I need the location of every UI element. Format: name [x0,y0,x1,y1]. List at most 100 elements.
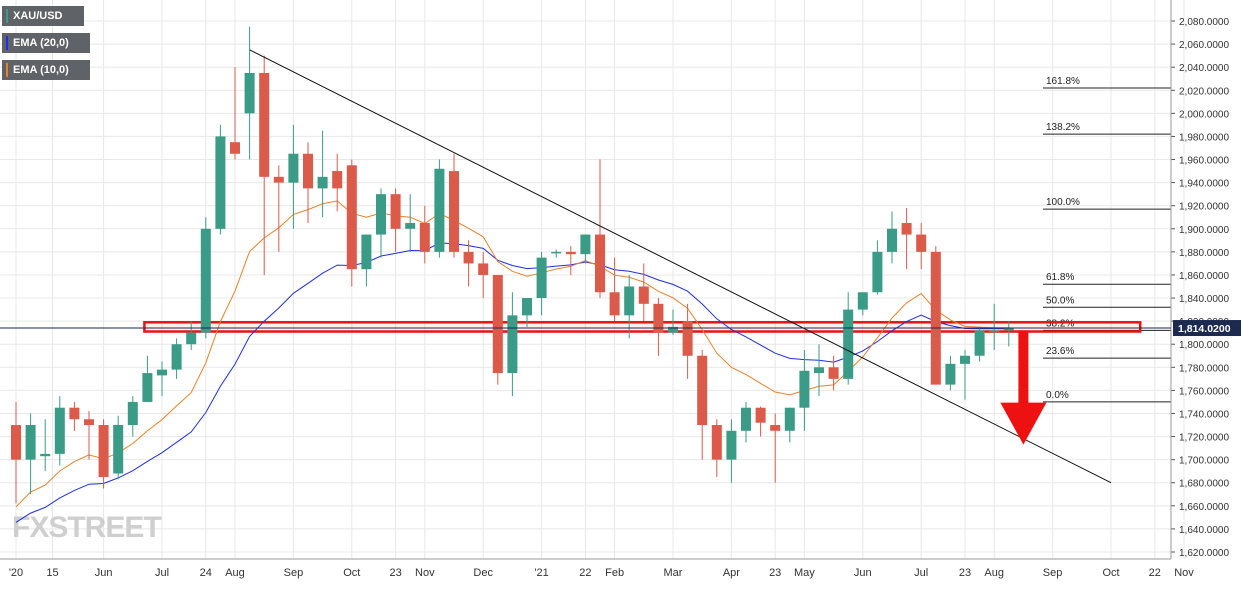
ema10-legend[interactable]: EMA (10,0) [2,60,90,80]
candle [25,413,36,495]
candle-body [828,367,839,379]
x-tick-label: 23 [389,567,401,579]
candle [303,142,313,224]
candle-body [974,330,985,356]
candle [54,396,65,466]
candle [668,309,678,335]
grid [0,0,1185,559]
candle-body [244,72,255,114]
candle-body [755,407,766,423]
fib-label: 61.8% [1046,272,1074,283]
candle [142,355,153,402]
candle-body [317,176,328,189]
y-tick-label: 2,040.0000 [1179,63,1229,74]
y-tick-label: 1,860.0000 [1179,271,1229,282]
candle-body [653,303,664,333]
candle-body [303,153,313,189]
candle [726,419,737,483]
candle [449,153,459,258]
y-tick-label: 1,760.0000 [1179,386,1229,397]
ema20-legend[interactable]: EMA (20,0) [2,33,90,53]
symbol-label: XAU/USD [13,10,63,22]
candle [463,240,474,287]
candle-body [25,425,36,460]
x-tick-label: 24 [200,567,212,579]
ema10-label: EMA (10,0) [13,64,69,76]
candle-body [230,142,240,154]
candle-body [930,251,941,385]
candle [551,249,562,258]
last-price-tag [1173,320,1241,337]
candle-body [945,363,956,385]
candle [741,401,751,443]
y-tick-label: 2,000.0000 [1179,109,1229,120]
candle-body [624,286,635,316]
candle-body [492,274,503,374]
candle [288,124,299,229]
candle-body [69,407,80,420]
y-tick-label: 1,900.0000 [1179,225,1229,236]
candle-body [989,330,1000,332]
x-tick-label: Jul [914,567,928,579]
x-tick-label: 23 [769,567,781,579]
candle-body [1003,328,1014,331]
candle-body [478,263,489,275]
y-tick-label: 1,940.0000 [1179,179,1229,190]
y-tick-label: 2,080.0000 [1179,17,1229,28]
y-tick-label: 1,980.0000 [1179,132,1229,143]
symbol-legend[interactable]: XAU/USD [2,6,84,26]
fib-label: 0.0% [1046,390,1069,401]
x-tick-label: Apr [723,567,740,579]
candle [682,303,693,379]
candle [332,153,343,212]
candle-body [171,344,182,370]
candle-body [638,286,649,304]
y-tick-label: 1,920.0000 [1179,202,1229,213]
candle-body [916,234,927,252]
x-tick-label: 22 [1149,567,1161,579]
candle-body [200,228,211,333]
y-tick-label: 2,020.0000 [1179,86,1229,97]
y-tick-label: 1,720.0000 [1179,433,1229,444]
candle [11,401,21,504]
x-tick-label: Aug [225,567,245,579]
x-tick-label: 23 [959,567,971,579]
last-price-label: 1,814.0200 [1178,323,1231,335]
candle [945,355,956,391]
y-tick-label: 1,740.0000 [1179,409,1229,420]
candle-body [872,251,883,293]
candle [259,55,270,275]
candle [536,251,547,316]
y-axis: 2,080.0000 2,060.0000 2,040.0000 2,020.0000… [1170,0,1229,559]
candle-body [346,165,357,270]
candle-body [54,407,65,454]
x-tick-label: Jun [854,567,872,579]
candle [857,292,868,316]
x-axis: '20 15 Jun Jul 24 Aug Sep Oct 23 Nov Dec '21 22 Feb Ma… [0,558,1194,579]
x-tick-label: 22 [579,567,591,579]
candle-body [419,223,430,252]
candle [157,361,167,397]
ema20-swatch [6,36,8,50]
x-tick-label: Feb [605,567,624,579]
candle-body [376,194,386,235]
fib-label: 138.2% [1046,122,1080,133]
candle [419,205,430,264]
y-tick-label: 2,060.0000 [1179,40,1229,51]
arrow-head [1000,402,1047,445]
candle [244,26,255,160]
candle [507,292,518,397]
y-tick-label: 1,880.0000 [1179,248,1229,259]
candle [755,406,766,437]
candle [98,419,109,489]
candle [653,298,664,356]
candle-body [595,234,605,293]
candle-body [507,315,518,374]
candle-body [857,292,868,310]
candle [361,234,372,287]
ema10-swatch [6,63,8,77]
candle-body [84,419,94,426]
trendline-line [249,49,1112,484]
candle-body [11,425,21,460]
